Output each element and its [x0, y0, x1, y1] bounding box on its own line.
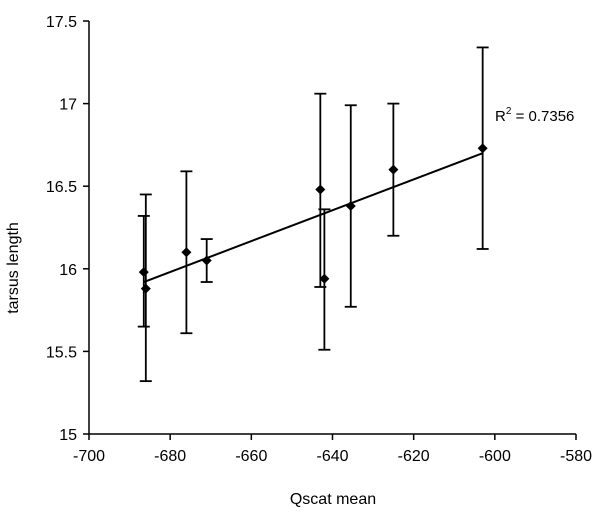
- x-tick-label: -700: [73, 448, 105, 465]
- x-axis-title: Qscat mean: [290, 491, 376, 508]
- r-squared-prefix: R: [495, 108, 506, 125]
- y-tick-label: 15.5: [46, 344, 77, 361]
- error-bars: [137, 46, 489, 383]
- data-point: [319, 273, 330, 284]
- x-tick-label: -600: [479, 448, 511, 465]
- data-point: [477, 143, 488, 154]
- y-axis: 15 15.5 16 16.5 17 17.5: [46, 14, 90, 444]
- data-markers: [138, 143, 488, 294]
- x-axis: -700 -680 -660 -640 -620 -600 -580: [73, 433, 592, 465]
- trendline: [143, 152, 484, 283]
- y-tick-label: 16: [59, 262, 77, 279]
- y-tick-label: 16.5: [46, 179, 77, 196]
- data-point: [138, 267, 149, 278]
- x-tick-label: -580: [560, 448, 592, 465]
- data-point: [181, 247, 192, 258]
- y-tick-label: 17: [59, 97, 77, 114]
- data-point: [201, 255, 212, 266]
- data-point: [345, 201, 356, 212]
- x-tick-label: -660: [235, 448, 267, 465]
- r-squared-superscript: 2: [506, 106, 512, 117]
- trendline-group: [143, 152, 484, 283]
- y-tick-label: 15: [59, 427, 77, 444]
- x-tick-label: -620: [398, 448, 430, 465]
- data-point: [388, 164, 399, 175]
- x-tick-label: -680: [154, 448, 186, 465]
- y-axis-title: tarsus length: [5, 222, 22, 314]
- y-tick-label: 17.5: [46, 14, 77, 31]
- r-squared-label: R2 = 0.7356: [495, 106, 574, 125]
- data-point: [315, 184, 326, 195]
- x-tick-label: -640: [316, 448, 348, 465]
- r-squared-value: = 0.7356: [511, 108, 574, 125]
- data-point: [140, 283, 151, 294]
